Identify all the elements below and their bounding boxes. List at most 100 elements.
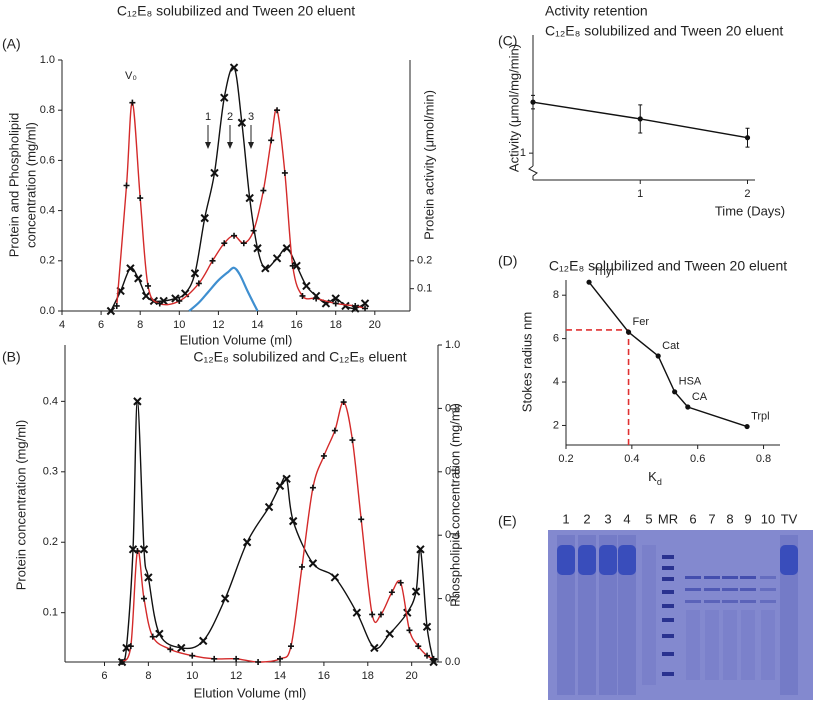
marker [637, 116, 643, 122]
marker [149, 633, 156, 640]
marker [190, 269, 200, 278]
lane-label: 1 [562, 511, 569, 526]
marker [330, 573, 340, 582]
marker [331, 294, 340, 303]
chart-title: C₁₂E₈ solubilized and Tween 20 eluent [545, 23, 783, 39]
lane-label: 7 [708, 511, 715, 526]
gel-band [685, 588, 701, 591]
x-axis-label: Kd [648, 469, 662, 487]
annotation: 2 [227, 111, 233, 123]
marker [264, 502, 274, 512]
marker [156, 300, 163, 307]
y-tick-label: 0.4 [43, 395, 58, 407]
y-tick-label: 0.1 [43, 607, 58, 619]
marker [298, 563, 305, 570]
lane-label: 2 [583, 511, 590, 526]
x-tick-label: 0.4 [624, 453, 639, 465]
gel-band [685, 576, 701, 579]
marker [358, 516, 365, 523]
chart-title: C₁₂E₈ solubilized and C₁₂E₈ eluent [193, 349, 406, 365]
gel-streak [723, 610, 737, 680]
y2-tick-label: 0.4 [445, 529, 460, 541]
marker [237, 118, 247, 127]
y-axis-label: concentration (mg/ml) [23, 122, 38, 248]
marker [320, 452, 327, 459]
gel-streak [780, 535, 798, 695]
gel-band [662, 590, 674, 594]
series-line [588, 281, 748, 428]
marker [349, 437, 356, 444]
marker [268, 137, 275, 144]
marker [388, 589, 395, 596]
marker [277, 655, 284, 662]
marker [113, 302, 120, 309]
y-tick-label: 0.3 [43, 466, 58, 478]
marker [282, 474, 291, 484]
marker [352, 608, 362, 617]
y2-tick-label: 0.1 [417, 283, 432, 295]
x-tick-label: 1 [637, 188, 643, 200]
marker [229, 63, 239, 72]
marker [340, 399, 347, 406]
gel-band [740, 600, 756, 603]
marker [377, 611, 384, 618]
axis-break [528, 165, 538, 180]
gel-band [740, 588, 756, 591]
gel-band [722, 588, 738, 591]
marker [231, 232, 238, 239]
gel-band [704, 588, 720, 591]
x-tick-label: 14 [274, 670, 286, 682]
marker [331, 427, 338, 434]
gel-band [599, 545, 617, 575]
annotation: 3 [248, 111, 254, 123]
marker [744, 423, 750, 430]
marker [220, 594, 230, 603]
panel-label: (E) [498, 513, 517, 529]
gel-band [704, 600, 720, 603]
point-label: Thyr [593, 266, 615, 278]
marker [530, 99, 536, 105]
lane-label: 4 [623, 511, 630, 526]
y-tick-label: 0.0 [40, 305, 55, 317]
marker [369, 611, 376, 618]
marker [195, 280, 202, 287]
marker [189, 652, 196, 659]
marker [177, 643, 186, 653]
marker [199, 636, 208, 646]
x-tick-label: 4 [59, 319, 65, 331]
gel-band [662, 634, 674, 638]
x-tick-label: 10 [186, 670, 198, 682]
marker [133, 397, 142, 406]
x-axis-label-main: K [648, 469, 657, 484]
x-tick-label: 14 [251, 319, 263, 331]
y-tick-label: 0.8 [40, 104, 55, 116]
marker [140, 595, 147, 602]
x-tick-label: 6 [101, 670, 107, 682]
marker [274, 107, 281, 114]
x-tick-label: 0.6 [690, 453, 705, 465]
lane-label: 5 [645, 511, 652, 526]
arrow-head [205, 142, 211, 149]
x-tick-label: 10 [173, 319, 185, 331]
marker [289, 262, 296, 269]
marker [242, 538, 252, 547]
gel-band [662, 604, 674, 608]
marker [134, 274, 143, 283]
marker [123, 182, 130, 189]
marker [220, 93, 229, 102]
annotation: 1 [205, 111, 211, 123]
lane-label: TV [781, 511, 798, 526]
marker [261, 264, 270, 273]
y-axis-label: Protein and Phospholipid [6, 113, 21, 258]
marker [430, 655, 437, 662]
panel-label: (A) [2, 36, 21, 52]
marker [313, 295, 320, 302]
y-tick-label: 1 [520, 147, 526, 159]
marker [209, 257, 216, 264]
marker [341, 301, 350, 311]
marker [415, 643, 422, 650]
y2-tick-label: 0.8 [445, 402, 460, 414]
marker [406, 627, 413, 634]
gel-streak [618, 535, 636, 695]
marker [308, 559, 318, 568]
